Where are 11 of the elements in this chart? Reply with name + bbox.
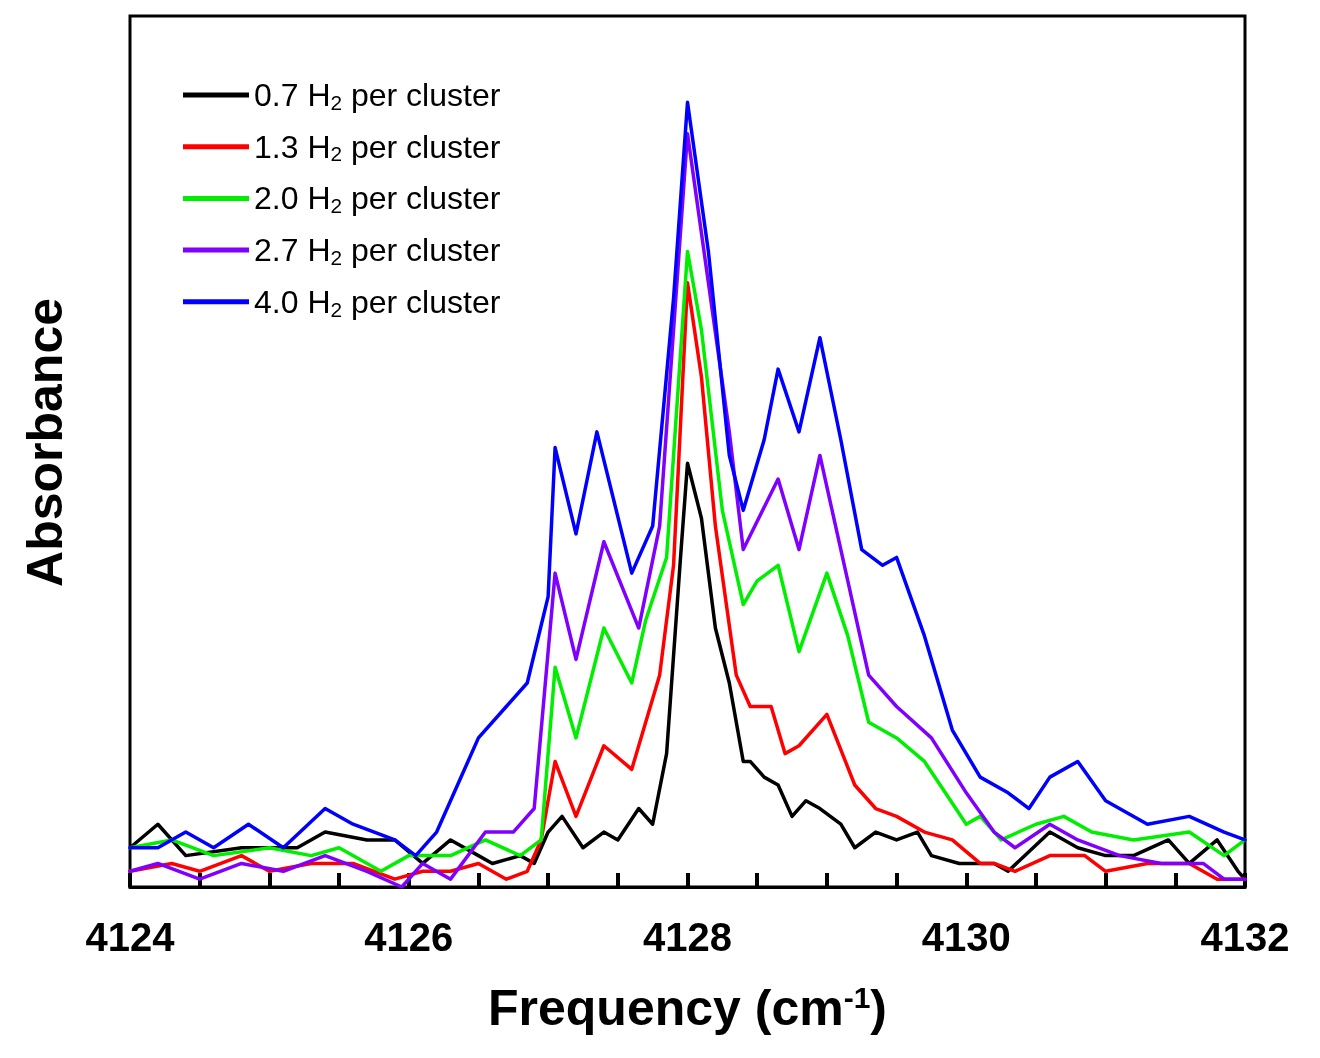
legend-label: 1.3 H2 per cluster [254, 128, 501, 166]
x-tick-label: 4132 [1200, 915, 1290, 959]
legend-label: 4.0 H2 per cluster [254, 283, 501, 321]
legend-label: 0.7 H2 per cluster [254, 77, 501, 114]
legend-label: 2.7 H2 per cluster [254, 232, 501, 269]
x-tick-label: 4126 [364, 915, 454, 959]
x-tick-label: 4128 [643, 915, 732, 959]
x-tick-label: 4130 [921, 915, 1011, 959]
x-tick-label: 4124 [85, 915, 176, 959]
legend-label: 2.0 H2 per cluster [254, 180, 501, 218]
y-axis-title: Absorbance [17, 298, 73, 587]
